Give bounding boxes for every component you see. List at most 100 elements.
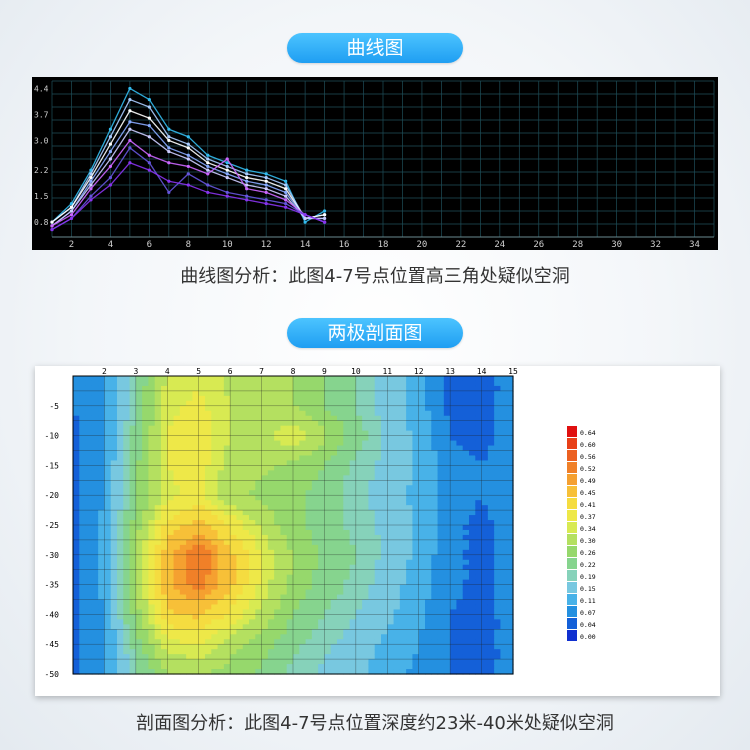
heatmap-cell (117, 664, 124, 670)
heatmap-cell (73, 395, 80, 402)
heatmap-cell (506, 649, 514, 655)
heatmap-cell (129, 445, 137, 452)
heatmap-cell (198, 425, 206, 432)
heatmap-cell (85, 659, 93, 665)
heatmap-cell (261, 584, 269, 591)
heatmap-cell (236, 534, 244, 541)
heatmap-cell (167, 649, 175, 655)
heatmap-cell (343, 619, 351, 625)
series-point (186, 172, 190, 176)
heatmap-cell (425, 594, 432, 601)
heatmap-cell (192, 460, 200, 466)
heatmap-cell (123, 614, 131, 620)
heatmap-cell (255, 574, 263, 581)
heatmap-cell (374, 649, 382, 655)
heatmap-cell (79, 440, 87, 447)
heatmap-cell (305, 520, 313, 526)
heatmap-cell (154, 534, 162, 541)
heatmap-cell (179, 400, 187, 407)
heatmap-cell (173, 529, 181, 536)
heatmap-cell (261, 470, 269, 476)
heatmap-cell (91, 430, 99, 437)
heatmap-cell (500, 664, 508, 670)
heatmap-cell (368, 405, 376, 412)
heatmap-cell (161, 584, 168, 591)
heatmap-cell (211, 544, 219, 551)
heatmap-cell (261, 569, 269, 576)
heatmap-cell (374, 470, 382, 476)
heatmap-cell (85, 490, 93, 496)
heatmap-cell (79, 490, 87, 496)
heatmap-cell (267, 440, 275, 447)
heatmap-cell (418, 669, 426, 675)
heatmap-cell (73, 385, 80, 392)
heatmap-cell (450, 549, 458, 556)
heatmap-cell (481, 544, 489, 551)
heatmap-cell (104, 624, 112, 630)
heatmap-cell (192, 515, 200, 521)
heatmap-cell (299, 639, 307, 645)
heatmap-cell (494, 520, 502, 526)
heatmap-cell (217, 485, 225, 491)
heatmap-cell (236, 450, 244, 457)
heatmap-cell (418, 400, 426, 407)
heatmap-cell (330, 445, 338, 452)
heatmap-cell (91, 410, 99, 417)
heatmap-cell (462, 525, 470, 531)
heatmap-cell (161, 430, 168, 437)
heatmap-cell (73, 574, 80, 581)
heatmap-cell (475, 385, 483, 392)
heatmap-cell (135, 664, 143, 670)
y-tick-label: -25 (45, 521, 60, 530)
heatmap-cell (280, 395, 288, 402)
heatmap-cell (349, 465, 357, 471)
heatmap-cell (450, 435, 458, 442)
heatmap-cell (311, 380, 319, 387)
heatmap-cell (154, 495, 162, 501)
heatmap-cell (381, 659, 388, 665)
heatmap-cell (73, 539, 80, 546)
heatmap-cell (374, 584, 382, 591)
heatmap-cell (324, 629, 332, 635)
heatmap-cell (506, 549, 514, 556)
heatmap-cell (305, 559, 313, 566)
heatmap-cell (337, 525, 344, 531)
heatmap-cell (381, 544, 388, 551)
heatmap-cell (274, 619, 282, 625)
heatmap-cell (274, 390, 282, 397)
heatmap-cell (293, 539, 300, 546)
legend-label: 0.45 (580, 489, 596, 497)
heatmap-cell (179, 515, 187, 521)
heatmap-cell (450, 505, 458, 511)
heatmap-cell (393, 569, 401, 576)
heatmap-cell (362, 644, 370, 650)
heatmap-cell (267, 410, 275, 417)
x-tick-label: 26 (533, 240, 544, 250)
heatmap-cell (142, 529, 150, 536)
heatmap-cell (431, 500, 439, 506)
heatmap-cell (179, 495, 187, 501)
heatmap-cell (286, 460, 294, 466)
heatmap-cell (179, 579, 187, 586)
heatmap-cell (179, 410, 187, 417)
heatmap-cell (286, 549, 294, 556)
heatmap-cell (462, 659, 470, 665)
heatmap-cell (343, 664, 351, 670)
heatmap-cell (117, 475, 124, 481)
heatmap-cell (362, 500, 370, 506)
heatmap-cell (79, 390, 87, 397)
heatmap-cell (267, 639, 275, 645)
heatmap-cell (425, 495, 432, 501)
heatmap-cell (412, 574, 420, 581)
heatmap-cell (481, 440, 489, 447)
heatmap-cell (135, 475, 143, 481)
heatmap-cell (425, 669, 432, 675)
heatmap-cell (349, 544, 357, 551)
heatmap-cell (293, 445, 300, 452)
heatmap-cell (450, 669, 458, 675)
heatmap-cell (142, 669, 150, 675)
heatmap-cell (192, 480, 200, 486)
heatmap-cell (186, 629, 194, 635)
series-point (167, 190, 171, 195)
heatmap-cell (142, 604, 150, 611)
